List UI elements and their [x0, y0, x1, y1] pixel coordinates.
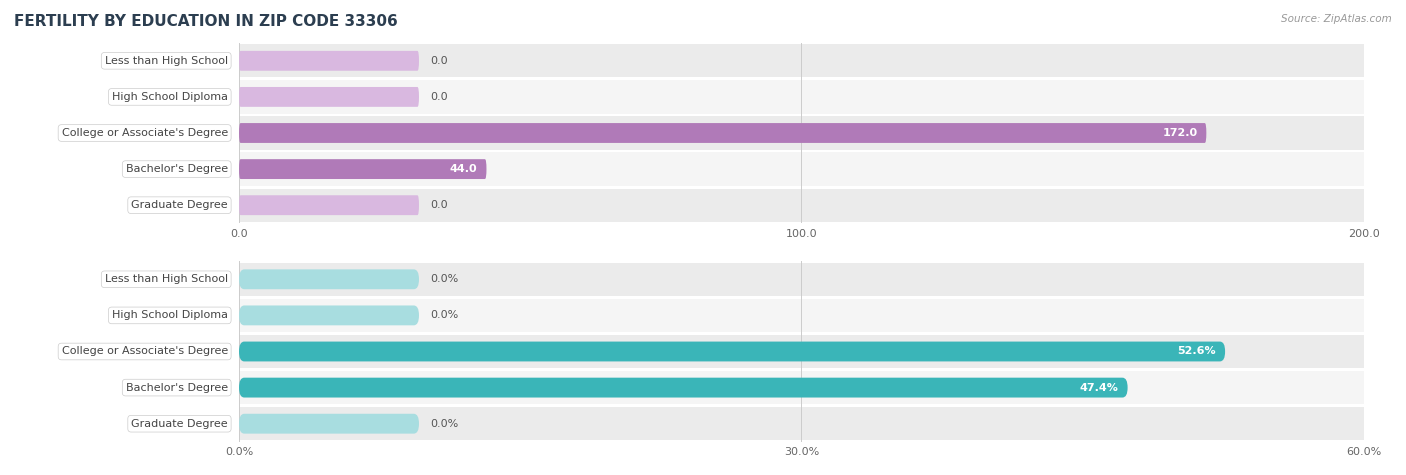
Bar [239, 189, 1364, 222]
Text: 52.6%: 52.6% [1177, 346, 1216, 357]
FancyBboxPatch shape [239, 159, 486, 179]
FancyBboxPatch shape [239, 342, 1225, 361]
Text: 0.0: 0.0 [430, 92, 449, 102]
FancyBboxPatch shape [239, 123, 1206, 143]
Text: 0.0: 0.0 [430, 56, 449, 66]
Text: Bachelor's Degree: Bachelor's Degree [125, 382, 228, 393]
Text: Source: ZipAtlas.com: Source: ZipAtlas.com [1281, 14, 1392, 24]
Text: 172.0: 172.0 [1163, 128, 1198, 138]
Text: 0.0%: 0.0% [430, 418, 458, 429]
FancyBboxPatch shape [239, 305, 419, 325]
Text: High School Diploma: High School Diploma [111, 310, 228, 321]
Text: 0.0%: 0.0% [430, 274, 458, 285]
Bar [239, 407, 1364, 440]
FancyBboxPatch shape [239, 378, 1128, 398]
Bar [239, 263, 1364, 296]
Text: College or Associate's Degree: College or Associate's Degree [62, 346, 228, 357]
Text: 0.0%: 0.0% [430, 310, 458, 321]
Text: Graduate Degree: Graduate Degree [131, 418, 228, 429]
Bar [239, 299, 1364, 332]
Text: Graduate Degree: Graduate Degree [131, 200, 228, 210]
Bar [239, 116, 1364, 150]
Text: 47.4%: 47.4% [1080, 382, 1119, 393]
FancyBboxPatch shape [239, 269, 419, 289]
FancyBboxPatch shape [239, 51, 419, 71]
FancyBboxPatch shape [239, 195, 419, 215]
FancyBboxPatch shape [239, 414, 419, 434]
Bar [239, 152, 1364, 186]
Text: Bachelor's Degree: Bachelor's Degree [125, 164, 228, 174]
Text: College or Associate's Degree: College or Associate's Degree [62, 128, 228, 138]
Bar [239, 371, 1364, 404]
Bar [239, 44, 1364, 77]
Text: 44.0: 44.0 [450, 164, 478, 174]
Text: High School Diploma: High School Diploma [111, 92, 228, 102]
Bar [239, 335, 1364, 368]
FancyBboxPatch shape [239, 87, 419, 107]
Text: 0.0: 0.0 [430, 200, 449, 210]
Text: FERTILITY BY EDUCATION IN ZIP CODE 33306: FERTILITY BY EDUCATION IN ZIP CODE 33306 [14, 14, 398, 29]
Text: Less than High School: Less than High School [104, 56, 228, 66]
Bar [239, 80, 1364, 114]
Text: Less than High School: Less than High School [104, 274, 228, 285]
